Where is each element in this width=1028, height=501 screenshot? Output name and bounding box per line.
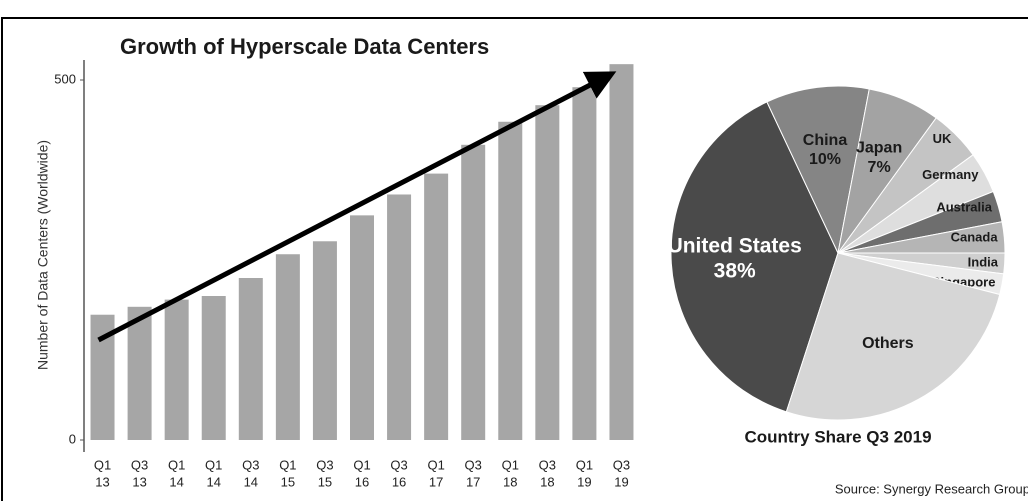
x-tick-label: 14 — [244, 474, 258, 489]
bar — [609, 64, 634, 440]
x-tick-label: 13 — [95, 474, 109, 489]
x-tick-label: Q1 — [502, 457, 519, 472]
bar — [572, 87, 597, 440]
pie-title: Country Share Q3 2019 — [744, 427, 931, 446]
bar — [424, 173, 449, 440]
x-tick-label: 16 — [355, 474, 369, 489]
x-tick-label: Q3 — [131, 457, 148, 472]
slice-label: Australia — [936, 200, 992, 215]
x-tick-label: 17 — [429, 474, 443, 489]
slice-value-label: 10% — [809, 151, 841, 168]
trend-arrow — [97, 71, 617, 343]
x-tick-label: 14 — [169, 474, 183, 489]
x-tick-label: 15 — [318, 474, 332, 489]
slice-value-label: 7% — [868, 159, 891, 176]
y-tick-label: 0 — [69, 431, 76, 446]
x-tick-label: 14 — [206, 474, 220, 489]
x-tick-label: 15 — [281, 474, 295, 489]
bar — [461, 144, 486, 441]
x-tick-label: 13 — [132, 474, 146, 489]
x-tick-label: Q1 — [279, 457, 296, 472]
x-tick-label: Q1 — [205, 457, 222, 472]
pie-slice — [670, 101, 839, 413]
x-tick-label: 18 — [503, 474, 517, 489]
slice-label: Japan — [856, 140, 902, 157]
bar — [275, 254, 300, 440]
source: Source: Synergy Research Group — [835, 481, 1028, 496]
y-axis-label: Number of Data Centers (Worldwide) — [35, 140, 51, 370]
slice-label: Germany — [922, 167, 979, 182]
slice-label: UK — [933, 131, 952, 146]
slice-label: Others — [862, 335, 914, 352]
x-tick-label: Q3 — [316, 457, 333, 472]
x-tick-label: 19 — [577, 474, 591, 489]
x-tick-label: Q1 — [576, 457, 593, 472]
bar — [350, 215, 374, 440]
chart-title: Growth of Hyperscale Data Centers — [120, 34, 489, 59]
x-tick-label: Q1 — [353, 457, 370, 472]
x-tick-label: 19 — [614, 474, 628, 489]
x-tick-label: 17 — [466, 474, 480, 489]
x-tick-label: 16 — [392, 474, 406, 489]
bar — [164, 299, 189, 440]
bar — [238, 278, 263, 440]
x-tick-label: Q1 — [168, 457, 185, 472]
bar — [498, 121, 523, 440]
bar — [201, 296, 226, 440]
y-tick-label: 500 — [54, 71, 76, 86]
x-tick-label: Q3 — [390, 457, 407, 472]
x-tick-label: Q3 — [465, 457, 482, 472]
x-tick-label: Q1 — [427, 457, 444, 472]
slice-label: Canada — [951, 229, 999, 244]
x-tick-label: 18 — [540, 474, 554, 489]
slice-label: United States — [668, 234, 802, 257]
pie-slice — [766, 85, 870, 255]
x-tick-label: Q3 — [613, 457, 630, 472]
x-tick-label: Q3 — [242, 457, 259, 472]
bar — [127, 306, 152, 440]
slice-label: China — [803, 132, 848, 149]
frame — [1, 17, 1028, 501]
pie-slice — [785, 252, 1001, 421]
x-tick-label: Q3 — [539, 457, 556, 472]
x-tick-label: Q1 — [94, 457, 111, 472]
slice-label: India — [968, 255, 999, 270]
bar — [312, 241, 337, 440]
bar — [387, 194, 412, 440]
slice-value-label: 38% — [714, 260, 756, 283]
bar — [535, 105, 560, 440]
